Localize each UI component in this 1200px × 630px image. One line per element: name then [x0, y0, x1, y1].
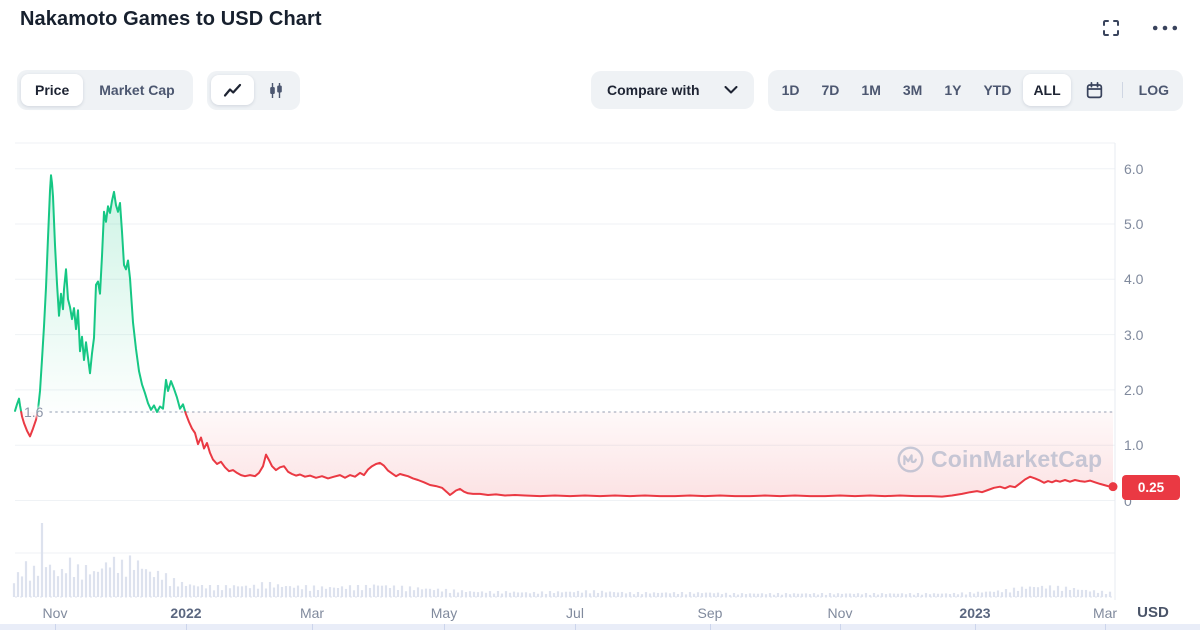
metric-toggle-group: Price Market Cap [17, 70, 193, 110]
price-area-fill [15, 175, 1114, 497]
toolbar-divider [1121, 82, 1123, 98]
baseline-price-label: 1.6 [24, 404, 44, 420]
y-tick-label: 6.0 [1124, 160, 1144, 177]
page-title: Nakamoto Games to USD Chart [20, 8, 322, 30]
x-tick-label: May [430, 605, 458, 621]
scrubber-divider [575, 624, 576, 630]
scrubber-divider [975, 624, 976, 630]
unit-label: USD [1137, 604, 1169, 621]
x-tick-label: Mar [299, 605, 325, 621]
scrubber-divider [186, 624, 187, 630]
current-price-badge: 0.25 [1122, 475, 1180, 500]
y-tick-label: 3.0 [1124, 326, 1144, 343]
compare-with-label: Compare with [607, 82, 700, 98]
range-3m[interactable]: 3M [893, 74, 932, 106]
x-tick-label: Nov [827, 605, 853, 621]
chart-overlays [1108, 482, 1118, 492]
price-line [14, 174, 1114, 498]
scrubber-divider [312, 624, 313, 630]
scrubber-divider [444, 624, 445, 630]
log-scale-toggle[interactable]: LOG [1129, 74, 1179, 106]
volume-bars [12, 523, 1112, 597]
range-7d[interactable]: 7D [812, 74, 850, 106]
candlestick-type-button[interactable] [256, 75, 296, 106]
y-tick-label: 0 [1124, 492, 1132, 509]
range-1y[interactable]: 1Y [934, 74, 971, 106]
line-chart-type-button[interactable] [210, 75, 254, 105]
date-range-picker-button[interactable] [1073, 74, 1116, 107]
line-chart-icon [223, 83, 241, 97]
y-tick-label: 4.0 [1124, 271, 1144, 288]
x-tick-label: Jul [566, 605, 584, 621]
tab-market-cap[interactable]: Market Cap [85, 74, 188, 106]
ellipsis-icon [1152, 25, 1178, 31]
scrubber-divider [1105, 624, 1106, 630]
chart-gridlines [15, 142, 1116, 600]
x-tick-label: Mar [1092, 605, 1118, 621]
chart-type-toggle-group [206, 70, 300, 110]
range-all[interactable]: ALL [1023, 74, 1071, 106]
scrubber-divider [55, 624, 56, 630]
compare-with-dropdown[interactable]: Compare with [591, 71, 754, 109]
range-1d[interactable]: 1D [772, 74, 810, 106]
x-tick-label: 2023 [959, 605, 991, 621]
tab-price[interactable]: Price [21, 74, 84, 106]
x-tick-label: Nov [42, 605, 68, 621]
x-tick-label: Sep [697, 605, 723, 621]
range-1m[interactable]: 1M [851, 74, 890, 106]
chart-toolbar: Price Market Cap [17, 69, 1183, 111]
y-tick-label: 5.0 [1124, 216, 1144, 232]
scrubber-divider [840, 624, 841, 630]
chevron-down-icon [724, 86, 738, 94]
y-tick-label: 1.0 [1124, 437, 1144, 454]
range-selector-group: 1D 7D 1M 3M 1Y YTD ALL L [767, 69, 1183, 111]
fullscreen-button[interactable] [1098, 16, 1124, 40]
x-tick-label: 2022 [170, 605, 202, 621]
timeline-scrubber[interactable] [0, 624, 1200, 630]
more-options-button[interactable] [1152, 16, 1178, 40]
candlestick-icon [269, 82, 282, 98]
calendar-icon [1086, 81, 1102, 98]
range-ytd[interactable]: YTD [973, 74, 1021, 106]
fullscreen-icon [1103, 20, 1119, 36]
scrubber-divider [710, 624, 711, 630]
y-tick-label: 2.0 [1124, 381, 1144, 398]
